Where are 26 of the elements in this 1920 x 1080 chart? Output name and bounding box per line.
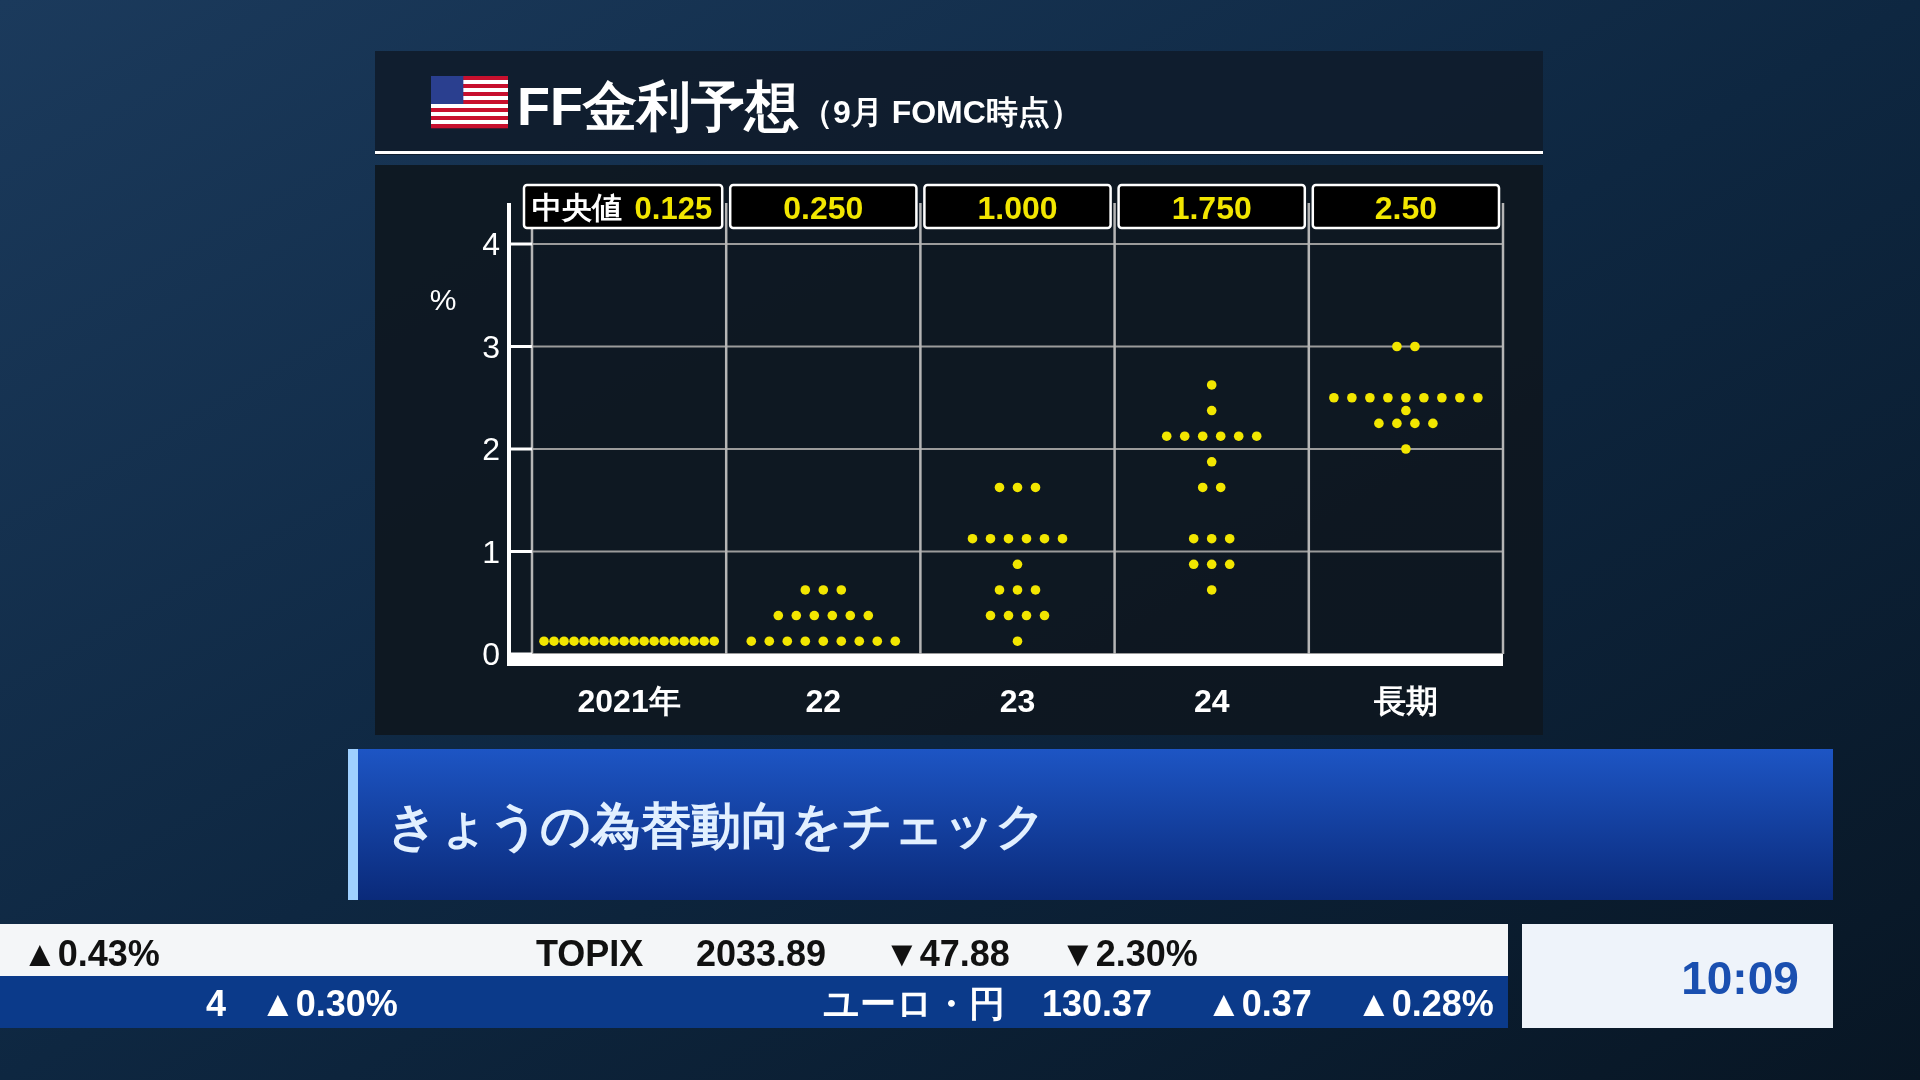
text: TOPIX bbox=[536, 933, 644, 974]
chart-subtitle: （9月 FOMC時点） bbox=[800, 94, 1082, 130]
text: ▲0.43% bbox=[22, 933, 160, 974]
text: 4 bbox=[206, 983, 227, 1024]
text: 130.37 bbox=[1042, 983, 1153, 1024]
text: ▲0.28% bbox=[1356, 983, 1494, 1024]
text: ▼47.88 bbox=[884, 933, 1010, 974]
x-tick-label: 24 bbox=[1193, 683, 1230, 719]
text: ユーロ・円 bbox=[823, 983, 1005, 1024]
y-tick-label: 4 bbox=[482, 226, 500, 262]
y-tick-label: 2 bbox=[482, 431, 500, 467]
x-tick-label: 2021年 bbox=[577, 683, 681, 719]
y-tick-label: 3 bbox=[482, 328, 500, 365]
x-tick-label: 長期 bbox=[1372, 683, 1438, 719]
y-axis-title: % bbox=[429, 283, 457, 316]
chart-title: FF金利予想 bbox=[517, 76, 799, 136]
text: ▼2.30% bbox=[1060, 933, 1198, 974]
y-tick-label: 1 bbox=[482, 533, 500, 570]
text: ▲0.37 bbox=[1206, 983, 1312, 1024]
text: ▲0.30% bbox=[260, 983, 398, 1024]
text: 10:09 bbox=[1681, 952, 1799, 1004]
text: きょうの為替動向をチェック bbox=[387, 798, 1046, 854]
text: 2033.89 bbox=[696, 933, 827, 974]
x-tick-label: 22 bbox=[805, 683, 842, 719]
x-tick-label: 23 bbox=[999, 683, 1036, 719]
y-tick-label: 0 bbox=[482, 636, 500, 672]
